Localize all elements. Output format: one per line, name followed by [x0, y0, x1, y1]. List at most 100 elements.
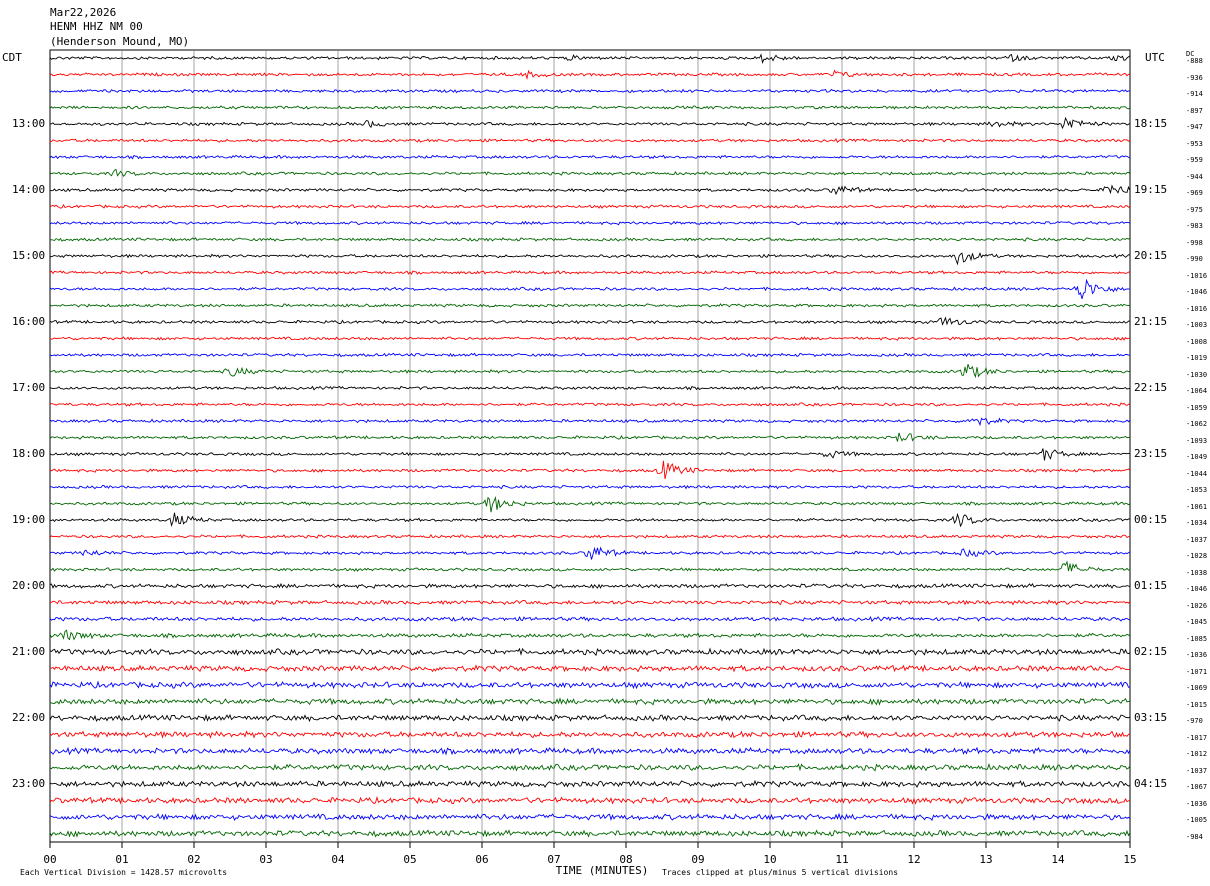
seismic-trace	[49, 762, 1131, 772]
seismic-trace	[49, 448, 1131, 461]
seismic-trace	[49, 252, 1131, 266]
x-tick-label: 08	[619, 853, 633, 866]
left-hour-label: 19:00	[12, 513, 46, 526]
x-tick-label: 12	[907, 853, 921, 866]
seismic-trace	[49, 88, 1131, 94]
seismic-trace	[49, 417, 1131, 427]
dc-offset-label: -969	[1186, 189, 1203, 197]
seismic-trace	[49, 53, 1131, 64]
chart-date: Mar22,2026	[50, 6, 117, 19]
station-id: HENM HHZ NM 00	[50, 20, 143, 33]
left-hour-label: 21:00	[12, 645, 46, 658]
right-hour-label: 21:15	[1134, 315, 1168, 328]
right-hour-label: 00:15	[1134, 513, 1168, 526]
seismic-trace	[49, 680, 1131, 690]
dc-offset-label: -970	[1186, 717, 1203, 725]
dc-offset-label: -1046	[1186, 288, 1208, 296]
dc-offset-label: -1015	[1186, 700, 1208, 709]
dc-offset-label: -1062	[1186, 420, 1208, 428]
dc-offset-label: -1045	[1186, 618, 1208, 626]
x-tick-label: 15	[1123, 853, 1137, 866]
seismic-trace	[49, 278, 1131, 300]
x-tick-label: 04	[331, 853, 345, 866]
left-hour-label: 18:00	[12, 447, 46, 460]
dc-offset-label: -1017	[1186, 733, 1208, 742]
dc-offset-label: -1038	[1186, 568, 1208, 577]
dc-offset-label: -1016	[1186, 271, 1208, 280]
seismic-trace	[49, 303, 1131, 308]
dc-offset-label: -897	[1186, 106, 1203, 115]
left-timezone-label: CDT	[2, 51, 22, 64]
dc-offset-label: -1012	[1186, 750, 1208, 758]
dc-offset-label: -888	[1186, 57, 1203, 65]
seismic-trace	[49, 582, 1131, 589]
seismic-trace	[49, 460, 1131, 480]
dc-offset-label: -975	[1186, 205, 1203, 214]
seismic-trace	[49, 697, 1131, 706]
dc-offset-label: -1034	[1186, 519, 1208, 527]
dc-offset-label: -1026	[1186, 601, 1208, 610]
seismic-trace	[49, 336, 1131, 341]
seismic-trace	[49, 512, 1130, 528]
right-hour-label: 19:15	[1134, 183, 1168, 196]
station-location: (Henderson Mound, MO)	[50, 35, 190, 48]
dc-offset-label: -914	[1186, 90, 1203, 98]
dc-offset-label: -1064	[1186, 387, 1208, 395]
seismic-trace	[49, 138, 1131, 143]
dc-offset-label: -1037	[1186, 535, 1208, 544]
dc-offset-label: -936	[1186, 73, 1203, 82]
right-hour-label: 02:15	[1134, 645, 1168, 658]
seismic-trace	[49, 69, 1131, 81]
footer-clip-note: Traces clipped at plus/minus 5 vertical …	[662, 868, 899, 877]
seismic-trace	[49, 560, 1131, 572]
footer-scale-note: Each Vertical Division = 1428.57 microvo…	[20, 868, 228, 877]
dc-offset-label: -1044	[1186, 469, 1208, 478]
dc-offset-label: -1005	[1186, 816, 1208, 824]
dc-offset-label: -953	[1186, 139, 1203, 148]
right-hour-label: 01:15	[1134, 579, 1168, 592]
dc-offset-label: -998	[1186, 238, 1203, 247]
right-hour-label: 22:15	[1134, 381, 1168, 394]
dc-offset-label: -1028	[1186, 552, 1208, 560]
dc-offset-label: -1093	[1186, 436, 1208, 445]
dc-offset-label: -1030	[1186, 370, 1208, 379]
left-hour-label: 13:00	[12, 117, 46, 130]
x-tick-label: 00	[43, 853, 57, 866]
seismic-trace	[49, 364, 1131, 379]
x-tick-label: 10	[763, 853, 777, 866]
seismic-trace	[49, 116, 1131, 130]
plot-frame	[49, 49, 1131, 843]
left-hour-label: 14:00	[12, 183, 46, 196]
dc-offset-label: -990	[1186, 255, 1203, 263]
dc-offset-label: -1059	[1186, 403, 1208, 412]
dc-offset-label: -1008	[1186, 337, 1208, 346]
left-hour-label: 22:00	[12, 711, 46, 724]
seismic-trace	[49, 812, 1131, 822]
dc-offset-label: -1036	[1186, 799, 1208, 808]
dc-offset-label: -959	[1186, 156, 1203, 164]
seismic-trace	[49, 779, 1131, 788]
left-hour-label: 16:00	[12, 315, 46, 328]
seismic-trace	[49, 184, 1131, 196]
left-hour-label: 23:00	[12, 777, 46, 790]
seismic-trace	[49, 616, 1131, 623]
left-hour-label: 17:00	[12, 381, 46, 394]
dc-offset-label: -984	[1186, 832, 1203, 841]
dc-offset-label: -1071	[1186, 667, 1208, 676]
seismic-trace	[49, 352, 1131, 358]
left-hour-label: 20:00	[12, 579, 46, 592]
seismic-trace	[49, 647, 1131, 657]
seismic-trace	[49, 829, 1131, 838]
seismic-trace	[49, 496, 1131, 513]
dc-offset-label: -1049	[1186, 453, 1208, 461]
seismic-trace	[49, 203, 1131, 209]
x-axis-label: TIME (MINUTES)	[555, 864, 649, 877]
x-tick-label: 06	[475, 853, 489, 866]
seismic-trace	[49, 385, 1131, 391]
seismic-trace	[49, 402, 1131, 407]
x-tick-label: 01	[115, 853, 129, 866]
dc-header-label: DC	[1186, 50, 1195, 58]
seismic-trace	[49, 546, 1131, 560]
dc-offset-label: -1069	[1186, 684, 1208, 692]
left-hour-label: 15:00	[12, 249, 46, 262]
